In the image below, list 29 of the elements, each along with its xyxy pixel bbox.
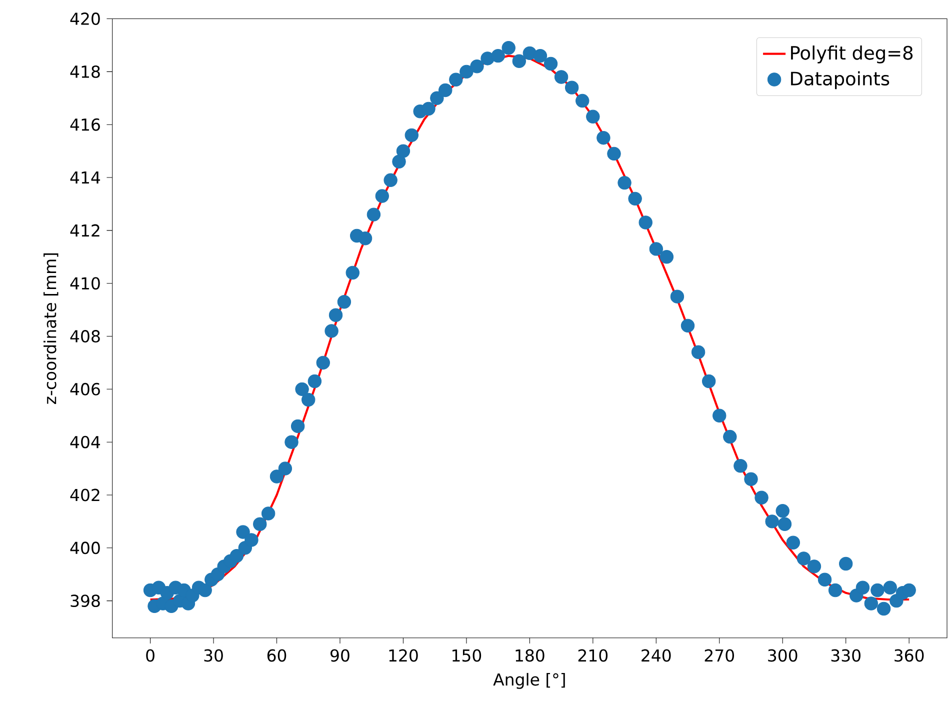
x-tick-label: 0	[146, 649, 154, 662]
legend-label: Polyfit deg=8	[791, 46, 913, 64]
y-tick-label: 414	[70, 172, 100, 184]
y-tick-label: 398	[70, 594, 100, 608]
x-tick-label: 360	[894, 649, 924, 662]
x-tick-label: 90	[330, 649, 350, 662]
x-tick-label: 300	[768, 649, 798, 662]
x-tick-label: 30	[204, 649, 223, 662]
y-tick-label: 406	[70, 382, 100, 396]
x-tick-label: 240	[642, 649, 671, 662]
y-tick-label: 420	[70, 12, 100, 26]
y-tick-label: 404	[70, 436, 100, 448]
x-tick-label: 120	[389, 649, 418, 662]
x-tick-label: 60	[267, 649, 286, 662]
x-tick-label: 180	[516, 649, 544, 662]
legend-label: Datapoints	[791, 71, 890, 90]
y-tick-label: 412	[70, 224, 100, 237]
y-tick-label: 400	[70, 542, 100, 554]
x-tick-label: 270	[704, 649, 734, 662]
y-axis-title: z-coordinate [mm]	[44, 253, 58, 404]
y-tick-label: 416	[70, 118, 100, 131]
y-tick-label: 410	[70, 277, 100, 290]
y-tick-label: 418	[70, 65, 100, 78]
y-tick-label: 408	[70, 330, 100, 342]
x-tick-label: 150	[452, 649, 482, 662]
y-tick-label: 402	[70, 488, 100, 502]
x-tick-label: 330	[831, 649, 860, 662]
x-tick-label: 210	[578, 649, 608, 662]
x-axis-title: Angle [°]	[493, 672, 565, 689]
